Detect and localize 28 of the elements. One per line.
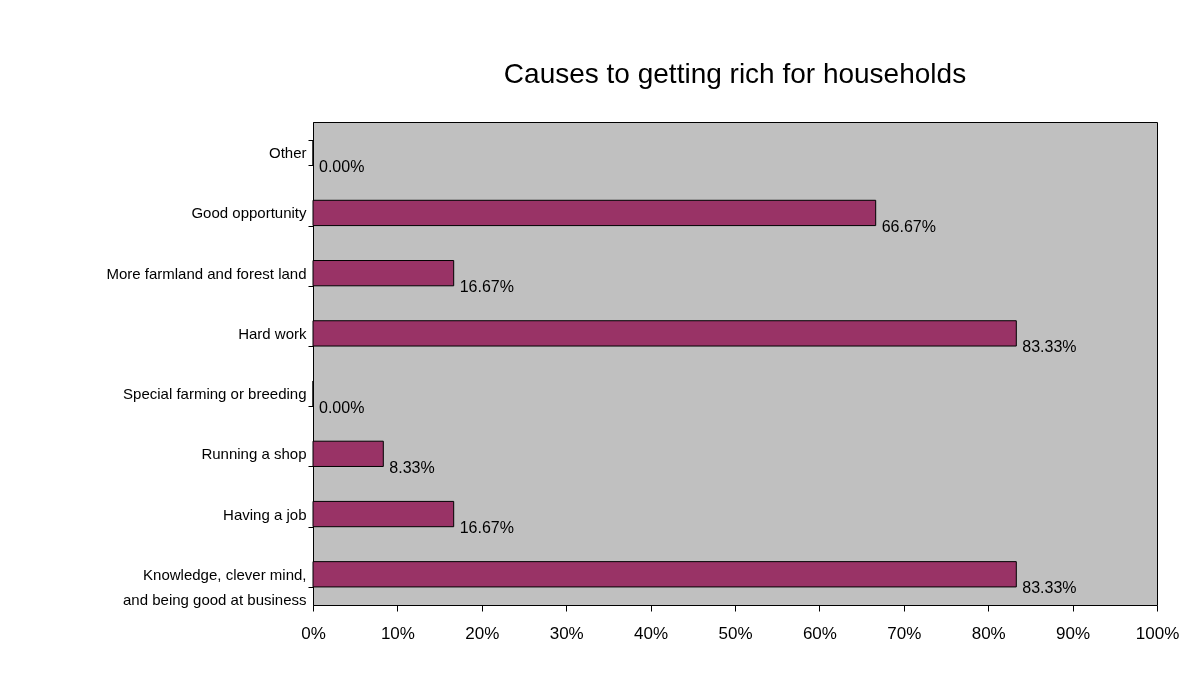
data-label: 16.67% bbox=[459, 278, 514, 296]
x-tick-label: 70% bbox=[887, 623, 922, 643]
data-label: 0.00% bbox=[319, 398, 365, 416]
x-tick-label: 30% bbox=[549, 623, 584, 643]
y-tick-label: Other bbox=[268, 144, 307, 162]
y-tick-label: More farmland and forest land bbox=[106, 264, 307, 282]
chart-title: Causes to getting rich for households bbox=[503, 58, 967, 89]
y-tick-label: Running a shop bbox=[201, 445, 307, 463]
y-tick-label: Having a job bbox=[223, 505, 307, 523]
data-label: 83.33% bbox=[1022, 338, 1077, 356]
x-tick-label: 80% bbox=[971, 623, 1006, 643]
y-tick-label: Good opportunity bbox=[191, 204, 307, 222]
data-label: 8.33% bbox=[389, 458, 435, 476]
y-tick-label: Hard work bbox=[238, 324, 307, 342]
x-tick-label: 40% bbox=[634, 623, 669, 643]
x-tick-label: 10% bbox=[380, 623, 415, 643]
x-tick-label: 0% bbox=[301, 623, 326, 643]
data-label: 0.00% bbox=[319, 157, 365, 175]
x-tick-label: 20% bbox=[465, 623, 500, 643]
x-tick-label: 60% bbox=[802, 623, 837, 643]
y-tick-label: Special farming or breeding bbox=[123, 385, 307, 403]
data-label: 16.67% bbox=[459, 519, 514, 537]
x-tick-label: 100% bbox=[1135, 623, 1180, 643]
y-tick-label: Knowledge, clever mind, and being good at business bbox=[123, 565, 307, 608]
data-label: 83.33% bbox=[1022, 579, 1077, 597]
x-tick-label: 90% bbox=[1056, 623, 1091, 643]
x-tick-label: 50% bbox=[718, 623, 753, 643]
data-label: 66.67% bbox=[881, 217, 936, 235]
